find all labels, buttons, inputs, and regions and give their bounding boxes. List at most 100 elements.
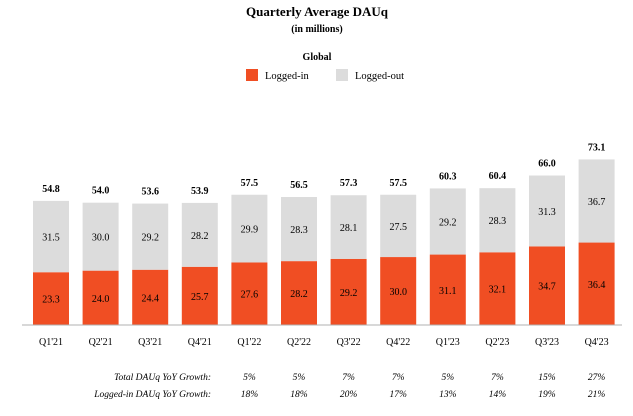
data-label-logged-out: 31.3	[538, 207, 556, 218]
data-label-logged-in: 31.1	[439, 286, 457, 297]
data-label-logged-in: 25.7	[191, 292, 209, 303]
bar-logged-out	[132, 203, 169, 270]
growth-value-logged-in: 13%	[439, 390, 457, 400]
bar-logged-in	[429, 254, 466, 325]
bar-logged-out	[281, 197, 317, 262]
legend-label-logged-in: Logged-in	[265, 71, 309, 82]
chart-subtitle: (in millions)	[291, 24, 342, 35]
data-label-logged-in: 29.2	[340, 288, 358, 299]
x-tick-label: Q2'22	[287, 337, 311, 348]
data-label-logged-out: 29.2	[439, 217, 457, 228]
bar-logged-out	[380, 194, 417, 258]
x-tick-label: Q4'22	[386, 337, 410, 348]
data-label-logged-out: 30.0	[92, 233, 110, 244]
bar-logged-in	[181, 266, 218, 325]
data-label-logged-in: 27.6	[241, 290, 259, 301]
growth-value-total: 27%	[588, 373, 606, 383]
bar-logged-out	[429, 188, 466, 255]
bar-logged-in	[33, 272, 69, 325]
data-label-total: 54.8	[42, 184, 60, 195]
data-label-logged-in: 34.7	[538, 282, 556, 293]
legend: Logged-in Logged-out	[246, 69, 404, 82]
x-axis-ticks: Q1'21 Q2'21 Q3'21 Q4'21 Q1'22 Q2'22 Q3'22 Q4'22…	[39, 337, 609, 348]
bar-logged-out	[529, 175, 565, 247]
legend-label-logged-out: Logged-out	[355, 71, 404, 82]
data-label-logged-out: 36.7	[588, 197, 606, 208]
growth-row-label-total: Total DAUq YoY Growth:	[114, 373, 211, 383]
x-tick-label: Q3'21	[138, 337, 162, 348]
data-label-logged-in: 30.0	[389, 287, 407, 298]
legend-swatch-logged-in	[246, 69, 258, 81]
data-label-logged-out: 31.5	[42, 233, 60, 244]
bar-logged-in	[281, 261, 317, 325]
bar-logged-out	[578, 159, 615, 243]
growth-value-total: 5%	[243, 373, 256, 383]
data-label-logged-out: 29.9	[241, 225, 259, 236]
growth-value-logged-in: 19%	[538, 390, 556, 400]
bar-logged-in	[330, 258, 367, 325]
growth-value-total: 5%	[441, 373, 454, 383]
data-label-total: 57.5	[241, 178, 259, 189]
bar-logged-in	[529, 246, 565, 325]
data-label-logged-in: 23.3	[42, 295, 60, 306]
data-label-logged-out: 28.3	[290, 225, 308, 236]
x-tick-label: Q2'23	[485, 337, 509, 348]
data-label-logged-out: 28.1	[340, 223, 358, 234]
data-label-logged-out: 28.2	[191, 231, 209, 242]
x-tick-label: Q1'23	[436, 337, 460, 348]
bar-logged-in	[479, 252, 516, 325]
data-label-total: 54.0	[92, 186, 110, 197]
data-label-logged-out: 28.3	[489, 216, 507, 227]
growth-value-total: 7%	[392, 373, 405, 383]
data-label-logged-in: 24.0	[92, 294, 110, 305]
data-label-total: 73.1	[588, 142, 606, 153]
data-label-logged-in: 32.1	[489, 285, 507, 296]
x-tick-label: Q3'22	[337, 337, 361, 348]
growth-value-logged-in: 20%	[340, 390, 358, 400]
growth-value-logged-in: 21%	[588, 390, 606, 400]
bar-logged-out	[479, 188, 516, 253]
bar-logged-in	[132, 269, 169, 325]
growth-value-total: 7%	[342, 373, 355, 383]
chart-region-label: Global	[303, 52, 332, 63]
bar-logged-in	[231, 262, 268, 325]
growth-value-logged-in: 17%	[389, 390, 407, 400]
x-tick-label: Q4'23	[585, 337, 609, 348]
data-label-total: 60.3	[439, 171, 457, 182]
bar-logged-out	[231, 194, 268, 263]
data-label-logged-in: 28.2	[290, 289, 308, 300]
x-tick-label: Q1'21	[39, 337, 63, 348]
data-label-logged-in: 36.4	[588, 280, 606, 291]
bar-logged-in	[82, 270, 119, 325]
data-label-logged-out: 27.5	[389, 222, 407, 233]
data-label-total: 66.0	[538, 159, 556, 170]
growth-table: Total DAUq YoY Growth: Logged-in DAUq Yo…	[93, 373, 605, 400]
growth-row-label-logged-in: Logged-in DAUq YoY Growth:	[93, 390, 211, 400]
data-label-total: 53.9	[191, 186, 209, 197]
bar-logged-in	[578, 242, 615, 325]
x-tick-label: Q4'21	[188, 337, 212, 348]
bar-logged-in	[380, 257, 417, 325]
data-label-total: 57.3	[340, 178, 358, 189]
data-label-total: 53.6	[141, 187, 159, 198]
data-label-total: 60.4	[489, 171, 507, 182]
data-label-total: 57.5	[389, 178, 407, 189]
x-tick-label: Q2'21	[89, 337, 113, 348]
x-tick-label: Q1'22	[237, 337, 261, 348]
legend-swatch-logged-out	[336, 69, 348, 81]
bar-logged-out	[330, 195, 367, 259]
growth-value-total: 5%	[293, 373, 306, 383]
growth-value-total: 7%	[491, 373, 504, 383]
data-label-logged-out: 29.2	[141, 233, 159, 244]
bar-logged-out	[181, 202, 218, 267]
chart-title: Quarterly Average DAUq	[246, 4, 389, 19]
growth-value-logged-in: 14%	[489, 390, 507, 400]
bar-logged-out	[82, 202, 119, 271]
bar-logged-out	[33, 200, 69, 273]
growth-value-total: 15%	[538, 373, 556, 383]
bars-group: 23.3 31.5 54.8 24.0 30.0 54.0 24.4 29.2 53.6 25.7…	[33, 142, 615, 325]
growth-value-logged-in: 18%	[241, 390, 259, 400]
growth-value-logged-in: 18%	[290, 390, 308, 400]
data-label-total: 56.5	[290, 180, 308, 191]
